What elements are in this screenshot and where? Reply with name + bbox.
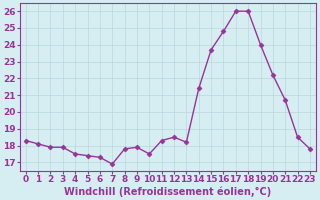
X-axis label: Windchill (Refroidissement éolien,°C): Windchill (Refroidissement éolien,°C) xyxy=(64,187,271,197)
